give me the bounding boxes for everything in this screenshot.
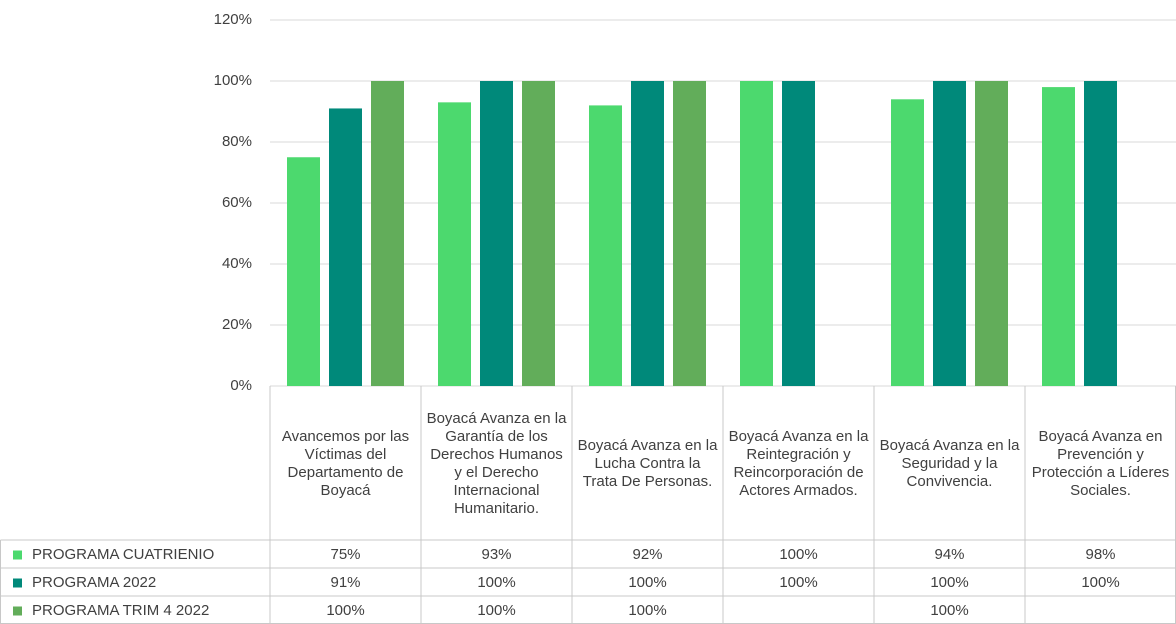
bar — [438, 102, 471, 386]
bar — [631, 81, 664, 386]
bar — [1042, 87, 1075, 386]
legend-label: PROGRAMA CUATRIENIO — [32, 546, 214, 563]
table-value: 100% — [326, 602, 364, 619]
y-tick-label: 100% — [214, 72, 252, 89]
bar — [933, 81, 966, 386]
bar — [287, 157, 320, 386]
table-value: 100% — [930, 602, 968, 619]
table-value: 92% — [632, 546, 662, 563]
x-tick-label: Boyacá Avanza en la Reintegración y Rein… — [728, 428, 869, 499]
table-value: 100% — [779, 546, 817, 563]
x-tick-label: Boyacá Avanza en la Seguridad y la Convi… — [879, 437, 1020, 490]
y-tick-label: 80% — [222, 133, 252, 150]
y-tick-label: 120% — [214, 11, 252, 28]
legend-swatch — [13, 550, 22, 560]
table-value: 100% — [628, 602, 666, 619]
legend-label: PROGRAMA 2022 — [32, 574, 156, 591]
table-value: 94% — [934, 546, 964, 563]
bar — [782, 81, 815, 386]
bar — [975, 81, 1008, 386]
table-value: 100% — [1081, 574, 1119, 591]
bar — [589, 105, 622, 387]
legend-label: PROGRAMA TRIM 4 2022 — [32, 602, 209, 619]
bar — [673, 81, 706, 386]
bar — [740, 81, 773, 386]
table-value: 75% — [330, 546, 360, 563]
table-value: 100% — [628, 574, 666, 591]
bar — [480, 81, 513, 386]
table-value: 93% — [481, 546, 511, 563]
x-tick-label: Boyacá Avanza en la Garantía de los Dere… — [426, 410, 567, 517]
x-tick-label: Boyacá Avanza en la Lucha Contra la Trat… — [577, 437, 718, 490]
legend-swatch — [13, 578, 22, 588]
table-value: 98% — [1085, 546, 1115, 563]
x-tick-label: Avancemos por las Víctimas del Departame… — [281, 428, 410, 499]
bar — [1084, 81, 1117, 386]
x-tick-label: Boyacá Avanza en Prevención y Protección… — [1031, 428, 1170, 499]
table-value: 100% — [779, 574, 817, 591]
table-value: 100% — [930, 574, 968, 591]
y-tick-label: 40% — [222, 255, 252, 272]
bar — [891, 99, 924, 387]
legend-swatch — [13, 606, 22, 616]
y-tick-label: 60% — [222, 194, 252, 211]
y-tick-label: 20% — [222, 316, 252, 333]
bar — [329, 108, 362, 386]
table-value: 100% — [477, 602, 515, 619]
bar — [371, 81, 404, 386]
y-tick-label: 0% — [230, 377, 252, 394]
bar — [522, 81, 555, 386]
table-value: 91% — [330, 574, 360, 591]
table-value: 100% — [477, 574, 515, 591]
